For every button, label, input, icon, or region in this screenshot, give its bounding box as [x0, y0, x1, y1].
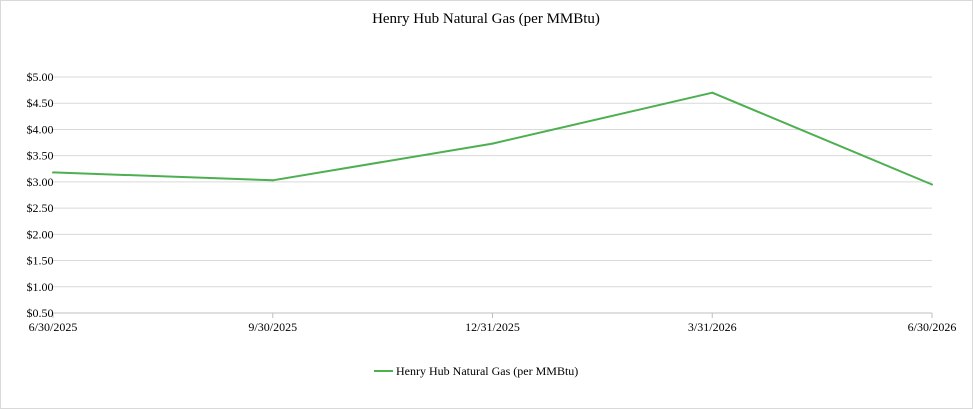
chart-title: Henry Hub Natural Gas (per MMBtu)	[372, 11, 600, 27]
y-tick-label: $0.50	[27, 306, 54, 320]
axes	[52, 312, 933, 318]
y-tick-label: $3.50	[27, 149, 54, 163]
x-axis-tick-labels: 6/30/2025 9/30/2025 12/31/2025 3/31/2026 6/3…	[29, 320, 957, 334]
x-tick-label: 6/30/2025	[29, 320, 78, 334]
x-tick-label: 9/30/2025	[248, 320, 297, 334]
y-tick-label: $1.50	[27, 254, 54, 268]
x-tick-label: 3/31/2026	[688, 320, 737, 334]
y-tick-label: $2.50	[27, 201, 54, 215]
x-tick-label: 12/31/2025	[465, 320, 520, 334]
legend-label: Henry Hub Natural Gas (per MMBtu)	[396, 364, 578, 378]
series-lines	[52, 91, 933, 186]
data-point	[711, 91, 714, 94]
y-tick-label: $4.00	[27, 122, 54, 136]
legend: Henry Hub Natural Gas (per MMBtu)	[374, 364, 578, 378]
y-tick-label: $1.00	[27, 280, 54, 294]
gridlines	[53, 76, 932, 288]
y-tick-label: $2.00	[27, 227, 54, 241]
y-axis-tick-labels: $0.50 $1.00 $1.50 $2.00 $2.50 $3.00 $3.50 $4.00…	[27, 70, 54, 320]
data-point	[52, 171, 54, 174]
x-tick-label: 6/30/2026	[908, 320, 957, 334]
series-line	[52, 91, 933, 186]
y-tick-label: $4.50	[27, 96, 54, 110]
y-tick-label: $3.00	[27, 175, 54, 189]
y-tick-label: $5.00	[27, 70, 54, 84]
data-point	[931, 183, 933, 186]
data-point	[271, 179, 274, 182]
data-point	[491, 142, 494, 145]
